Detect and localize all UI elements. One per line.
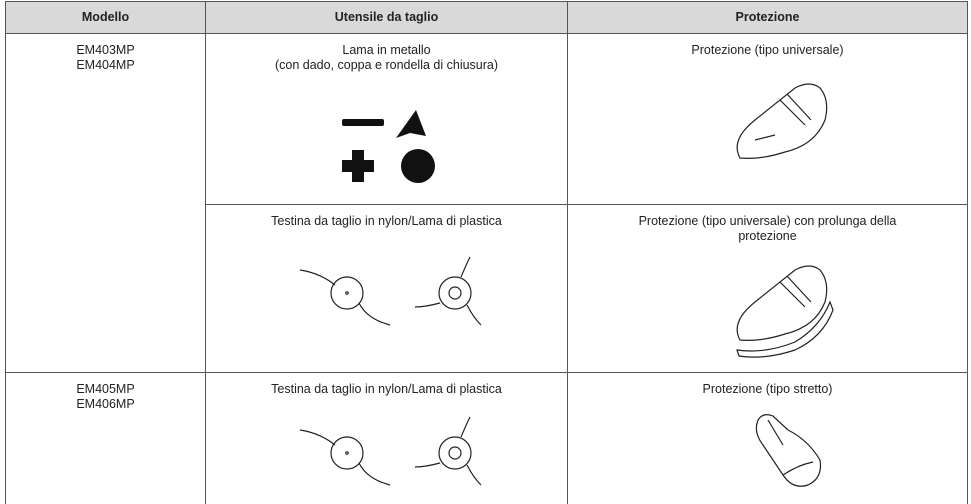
icon-part — [345, 291, 349, 295]
header-cell: Modello — [5, 1, 206, 34]
tool: Testina da taglio in nylon/Lama di plast… — [271, 214, 502, 228]
icon-part — [342, 150, 374, 182]
guard-icon — [755, 414, 822, 487]
icon-part — [779, 275, 812, 308]
icon-part — [345, 451, 349, 455]
guard-cell: Protezione (tipo stretto) — [567, 372, 968, 504]
icon-part — [330, 436, 364, 470]
nylon-head-icon — [299, 256, 482, 326]
icon-part — [299, 269, 336, 286]
icon-part — [414, 256, 482, 326]
nylon-head-icon — [299, 416, 482, 486]
model: EM403MP — [76, 43, 135, 57]
icon-part — [358, 462, 391, 486]
icon-part — [736, 300, 834, 358]
header-cell: Protezione — [567, 1, 968, 34]
model: EM405MP — [76, 382, 135, 396]
tool: Testina da taglio in nylon/Lama di plast… — [271, 382, 502, 396]
guard: Protezione (tipo universale) — [691, 43, 844, 57]
model: EM404MP — [76, 58, 135, 72]
icon-part — [736, 83, 828, 159]
model: EM406MP — [76, 397, 135, 411]
tool: (con dado, coppa e rondella di chiusura) — [274, 58, 499, 72]
icon-part — [736, 265, 828, 341]
icon-part — [448, 446, 462, 460]
guard-icon — [736, 83, 828, 159]
icon-part — [396, 110, 426, 138]
icon-part — [414, 416, 482, 486]
icon-part — [755, 414, 822, 487]
model-cell: EM403MP EM404MP — [5, 33, 206, 373]
icon-part — [448, 286, 462, 300]
guard: Protezione (tipo stretto) — [702, 382, 833, 396]
icon-part — [767, 419, 814, 476]
icon-part — [401, 149, 435, 183]
icon-part — [299, 429, 336, 446]
icon-part — [754, 93, 812, 141]
icon-part — [358, 302, 391, 326]
guard-icon — [736, 265, 834, 358]
header-cell: Utensile da taglio — [205, 1, 568, 34]
model-cell: EM405MP EM406MP — [5, 372, 206, 504]
icon-part — [330, 276, 364, 310]
tool: Lama in metallo — [342, 43, 431, 57]
icon-part — [438, 436, 472, 470]
icon-part — [342, 119, 384, 126]
metal-blades-icon — [342, 110, 435, 183]
guard: Protezione (tipo universale) con prolung… — [638, 214, 897, 243]
icon-part — [438, 276, 472, 310]
